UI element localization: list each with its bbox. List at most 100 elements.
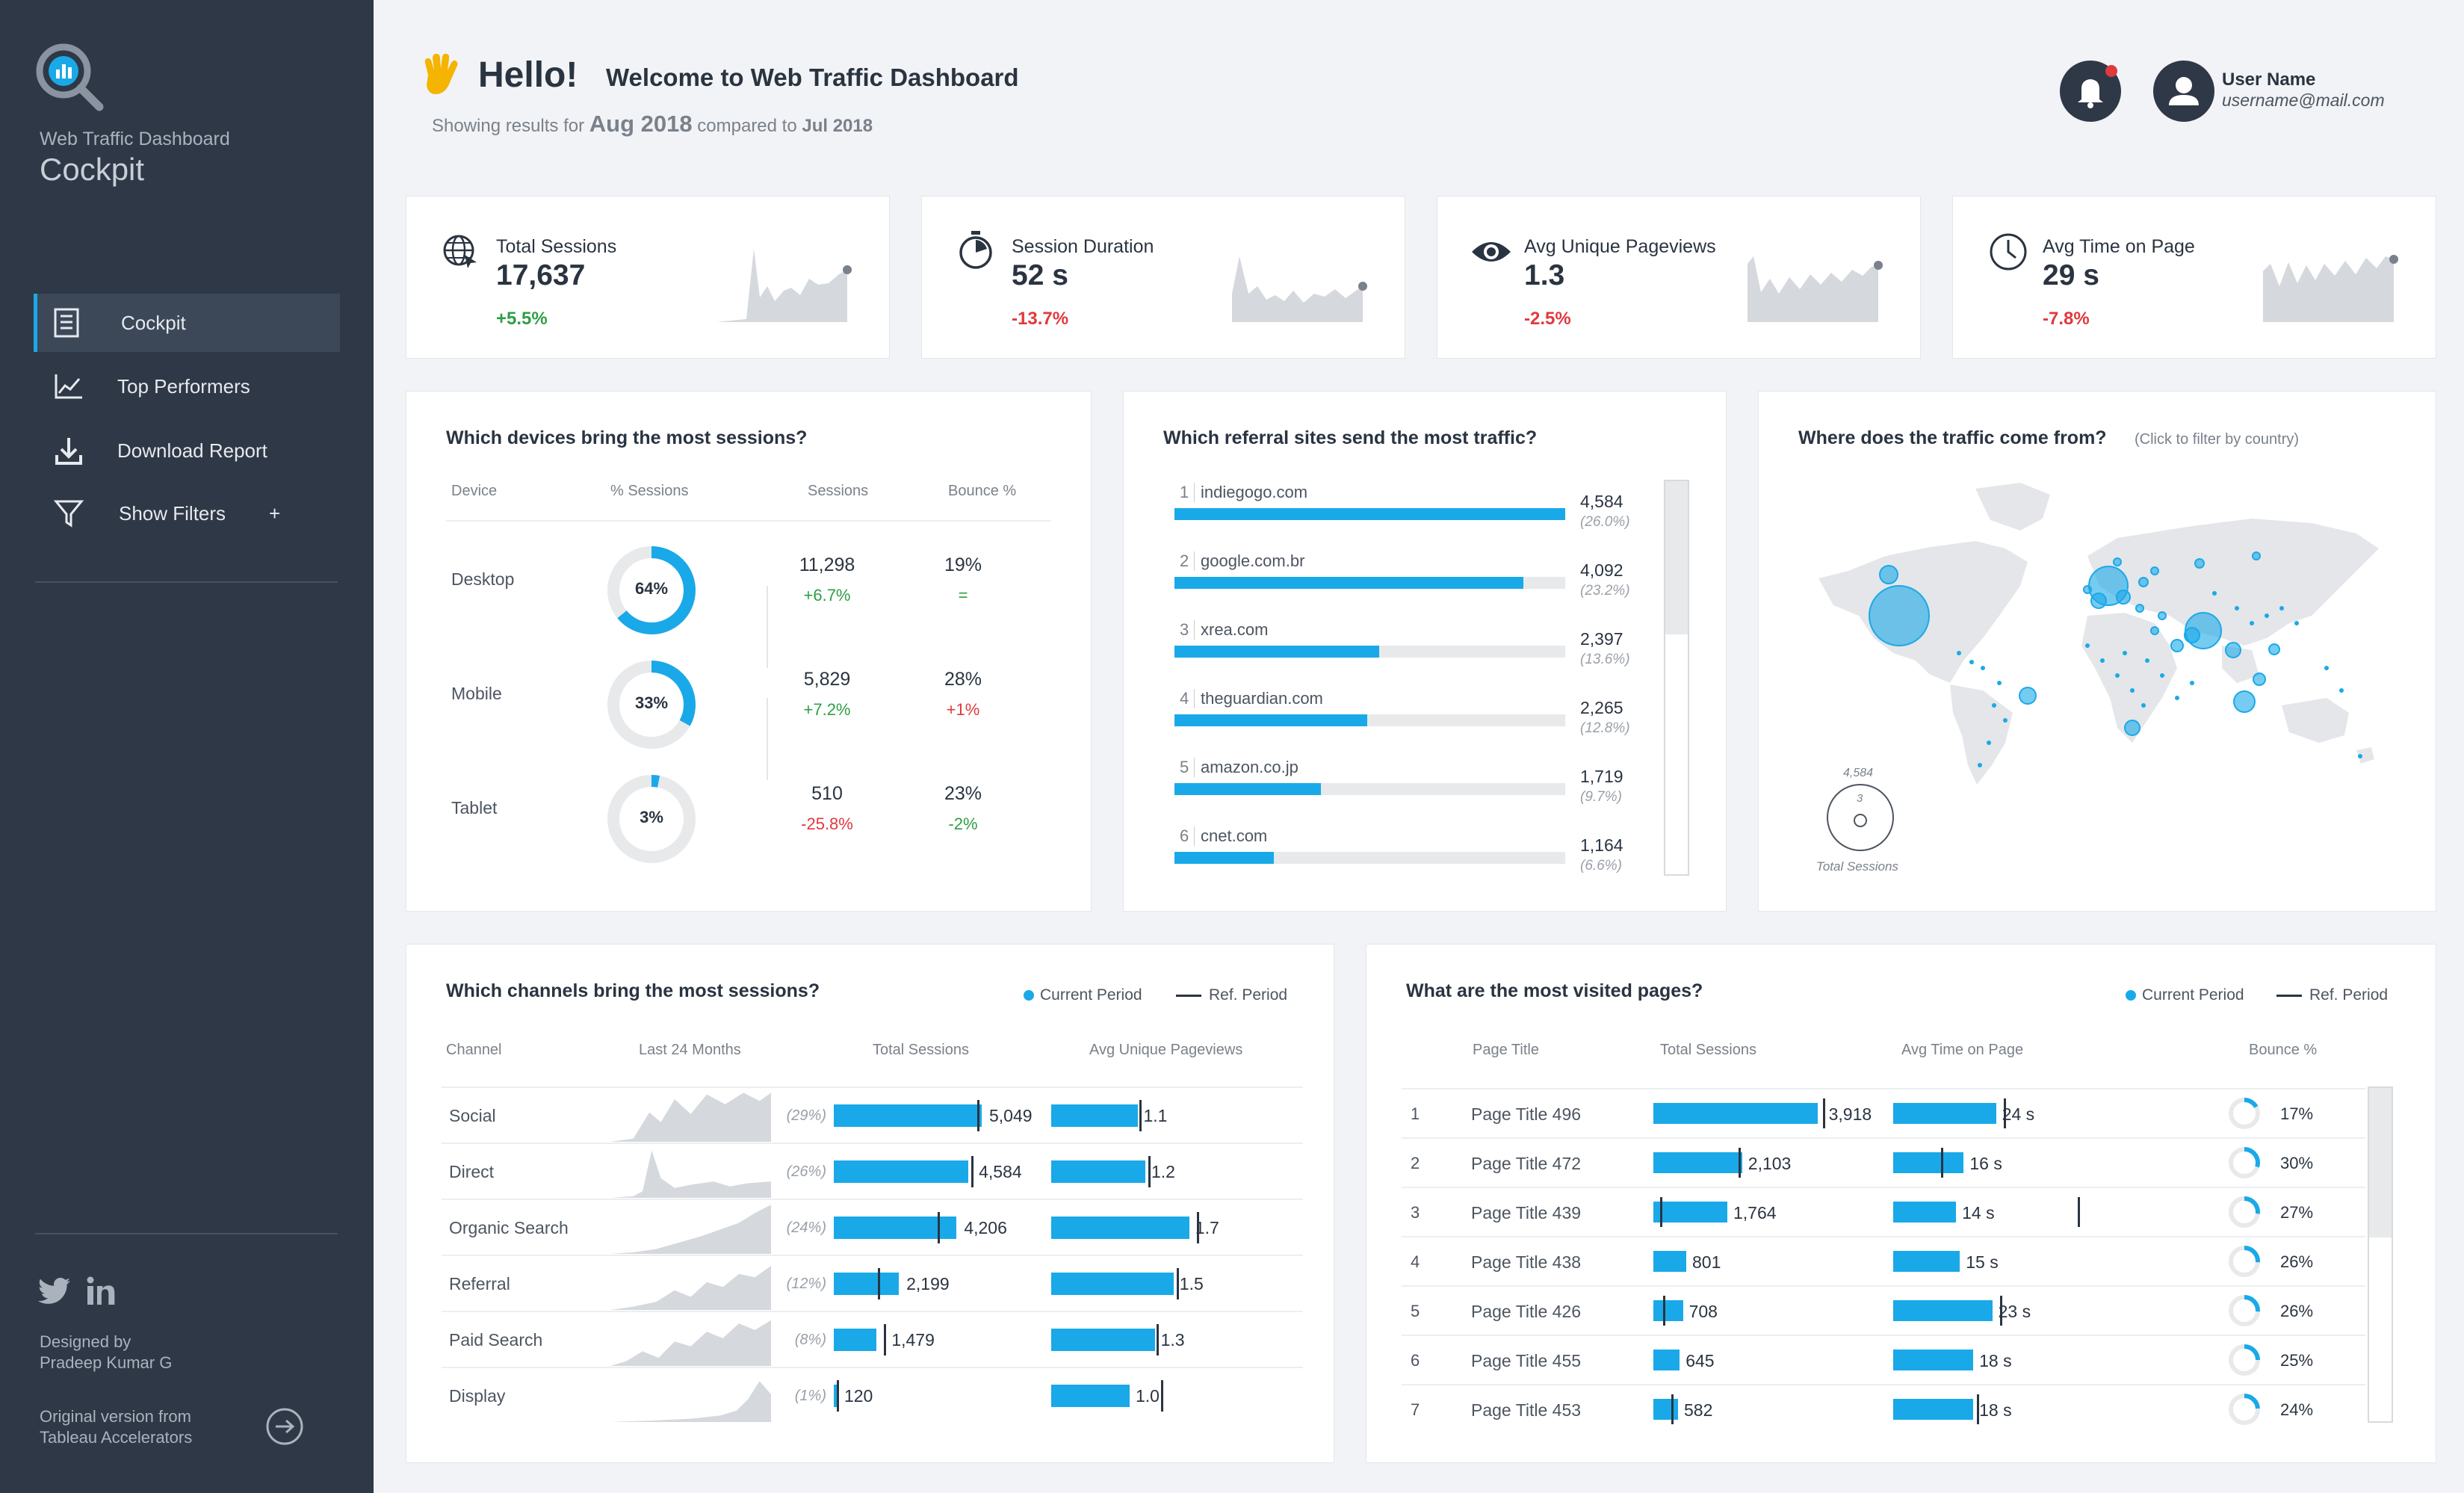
- scrollbar-thumb[interactable]: [1665, 481, 1688, 634]
- bell-icon: [2078, 65, 2117, 108]
- channel-pct: (29%): [786, 1107, 826, 1124]
- page-row[interactable]: 7 Page Title 453 582 18 s 24%: [1402, 1384, 2365, 1433]
- channel-row[interactable]: Display (1%) 120 1.0: [442, 1367, 1303, 1423]
- referral-row[interactable]: 5 amazon.co.jp 1,719 (9.7%): [1124, 758, 1647, 825]
- sidebar-subtitle: Web Traffic Dashboard: [40, 129, 230, 149]
- referral-row[interactable]: 3 xrea.com 2,397 (13.6%): [1124, 620, 1647, 687]
- legend-dot: [2126, 990, 2136, 1001]
- kpi-card-total-sessions[interactable]: Total Sessions 17,637 +5.5%: [406, 196, 890, 359]
- sessions-value: 582: [1684, 1400, 1713, 1420]
- channel-sparkline: [610, 1150, 771, 1198]
- referral-row[interactable]: 1 indiegogo.com 4,584 (26.0%): [1124, 483, 1647, 550]
- page-row[interactable]: 5 Page Title 426 708 23 s 26%: [1402, 1285, 2365, 1335]
- sessions-bar: [1653, 1103, 1818, 1124]
- page-rank: 6: [1411, 1351, 1420, 1370]
- kpi-label: Avg Time on Page: [2043, 236, 2195, 257]
- channel-row[interactable]: Organic Search (24%) 4,206 1.7: [442, 1199, 1303, 1255]
- page-title: Page Title 439: [1471, 1203, 1582, 1222]
- page-rank: 5: [1411, 1302, 1420, 1320]
- bounce-ring: [2229, 1196, 2260, 1228]
- channel-sparkline: [610, 1320, 771, 1366]
- sessions-value: 3,918: [1828, 1104, 1872, 1124]
- bounce-ring: [2229, 1098, 2260, 1129]
- sessions-value: 645: [1686, 1351, 1715, 1370]
- col-page-title: Page Title: [1473, 1042, 1539, 1058]
- twitter-icon[interactable]: [37, 1278, 71, 1308]
- channel-name: Paid Search: [449, 1330, 543, 1350]
- expand-plus-icon[interactable]: +: [269, 501, 281, 525]
- referral-pct: (6.6%): [1580, 858, 1622, 874]
- page-row[interactable]: 4 Page Title 438 801 15 s 26%: [1402, 1236, 2365, 1285]
- notification-bell-button[interactable]: [2060, 61, 2121, 122]
- device-label: Tablet: [451, 798, 498, 817]
- kpi-label: Total Sessions: [496, 236, 617, 257]
- col-total-sessions: Total Sessions: [1660, 1042, 1756, 1058]
- scrollbar[interactable]: [2368, 1086, 2393, 1423]
- page-rank: 1: [1411, 1104, 1420, 1123]
- channel-row[interactable]: Direct (26%) 4,584 1.2: [442, 1143, 1303, 1199]
- time-value: 23 s: [1998, 1302, 2031, 1321]
- referral-pct: (9.7%): [1580, 789, 1622, 805]
- ref-marker: [1671, 1394, 1674, 1424]
- line-chart-icon: [54, 373, 99, 400]
- channel-row[interactable]: Social (29%) 5,049 1.1: [442, 1086, 1303, 1143]
- nav-cockpit[interactable]: Cockpit: [34, 294, 340, 352]
- donut-label: 33%: [634, 693, 669, 712]
- bounce-value: 24%: [2280, 1400, 2314, 1419]
- arrow-right-icon[interactable]: [265, 1407, 304, 1450]
- referral-site: cnet.com: [1194, 826, 1267, 846]
- referral-pct: (26.0%): [1580, 514, 1630, 530]
- referral-row[interactable]: 2 google.com.br 4,092 (23.2%): [1124, 551, 1647, 619]
- channel-name: Organic Search: [449, 1218, 569, 1237]
- kpi-card-avg-unique-pageviews[interactable]: Avg Unique Pageviews 1.3 -2.5%: [1437, 196, 1921, 359]
- kpi-label: Avg Unique Pageviews: [1524, 236, 1716, 257]
- sidebar-divider: [35, 581, 338, 583]
- bounce-change: +1%: [946, 700, 980, 719]
- sessions-bar: [1653, 1300, 1683, 1321]
- pageviews-bar: [1051, 1160, 1145, 1183]
- sessions-bar: [1653, 1399, 1678, 1420]
- sessions-value: 11,298: [799, 554, 855, 575]
- nav-top-performers[interactable]: Top Performers: [34, 357, 340, 415]
- channel-row[interactable]: Referral (12%) 2,199 1.5: [442, 1255, 1303, 1311]
- ref-marker: [1663, 1296, 1666, 1326]
- kpi-sparkline: [716, 249, 852, 322]
- avatar[interactable]: [2153, 61, 2214, 122]
- kpi-sparkline: [2263, 255, 2398, 322]
- bounce-ring: [2229, 1344, 2260, 1376]
- page-row[interactable]: 3 Page Title 439 1,764 14 s 27%: [1402, 1187, 2365, 1236]
- page-row[interactable]: 1 Page Title 496 3,918 24 s 17%: [1402, 1088, 2365, 1137]
- kpi-value: 29 s: [2043, 259, 2099, 291]
- page-row[interactable]: 2 Page Title 472 2,103 16 s 30%: [1402, 1137, 2365, 1187]
- page-title: Page Title 438: [1471, 1252, 1582, 1272]
- bounce-change: -2%: [948, 814, 978, 833]
- scrollbar-thumb[interactable]: [2369, 1088, 2392, 1237]
- kpi-value: 17,637: [496, 259, 586, 291]
- time-bar: [1893, 1350, 1974, 1370]
- eye-icon: [1470, 238, 1512, 269]
- bounce-ring: [2229, 1147, 2260, 1178]
- referral-value: 2,397: [1580, 629, 1623, 649]
- scrollbar[interactable]: [1664, 480, 1689, 876]
- referral-row[interactable]: 4 theguardian.com 2,265 (12.8%): [1124, 689, 1647, 756]
- kpi-card-session-duration[interactable]: Session Duration 52 s -13.7%: [921, 196, 1405, 359]
- page-row[interactable]: 6 Page Title 455 645 18 s 25%: [1402, 1335, 2365, 1384]
- sessions-value: 510: [811, 783, 843, 804]
- kpi-card-avg-time-on-page[interactable]: Avg Time on Page 29 s -7.8%: [1952, 196, 2436, 359]
- nav-download-report[interactable]: Download Report: [34, 421, 340, 480]
- nav-show-filters[interactable]: Show Filters +: [34, 484, 340, 543]
- ref-marker: [977, 1100, 980, 1131]
- referral-value: 4,092: [1580, 560, 1623, 580]
- bar: [1174, 508, 1565, 520]
- sessions-value: 2,103: [1748, 1154, 1792, 1173]
- ref-marker: [1739, 1148, 1742, 1178]
- channel-sparkline: [610, 1381, 771, 1422]
- channel-row[interactable]: Paid Search (8%) 1,479 1.3: [442, 1311, 1303, 1367]
- referral-row[interactable]: 6 cnet.com 1,164 (6.6%): [1124, 826, 1647, 894]
- world-map[interactable]: [1804, 466, 2401, 788]
- ref-marker: [1940, 1148, 1943, 1178]
- linkedin-icon[interactable]: [86, 1276, 116, 1310]
- sessions-value: 4,206: [964, 1218, 1007, 1237]
- time-value: 24 s: [2002, 1104, 2035, 1124]
- sessions-value: 5,049: [989, 1106, 1033, 1125]
